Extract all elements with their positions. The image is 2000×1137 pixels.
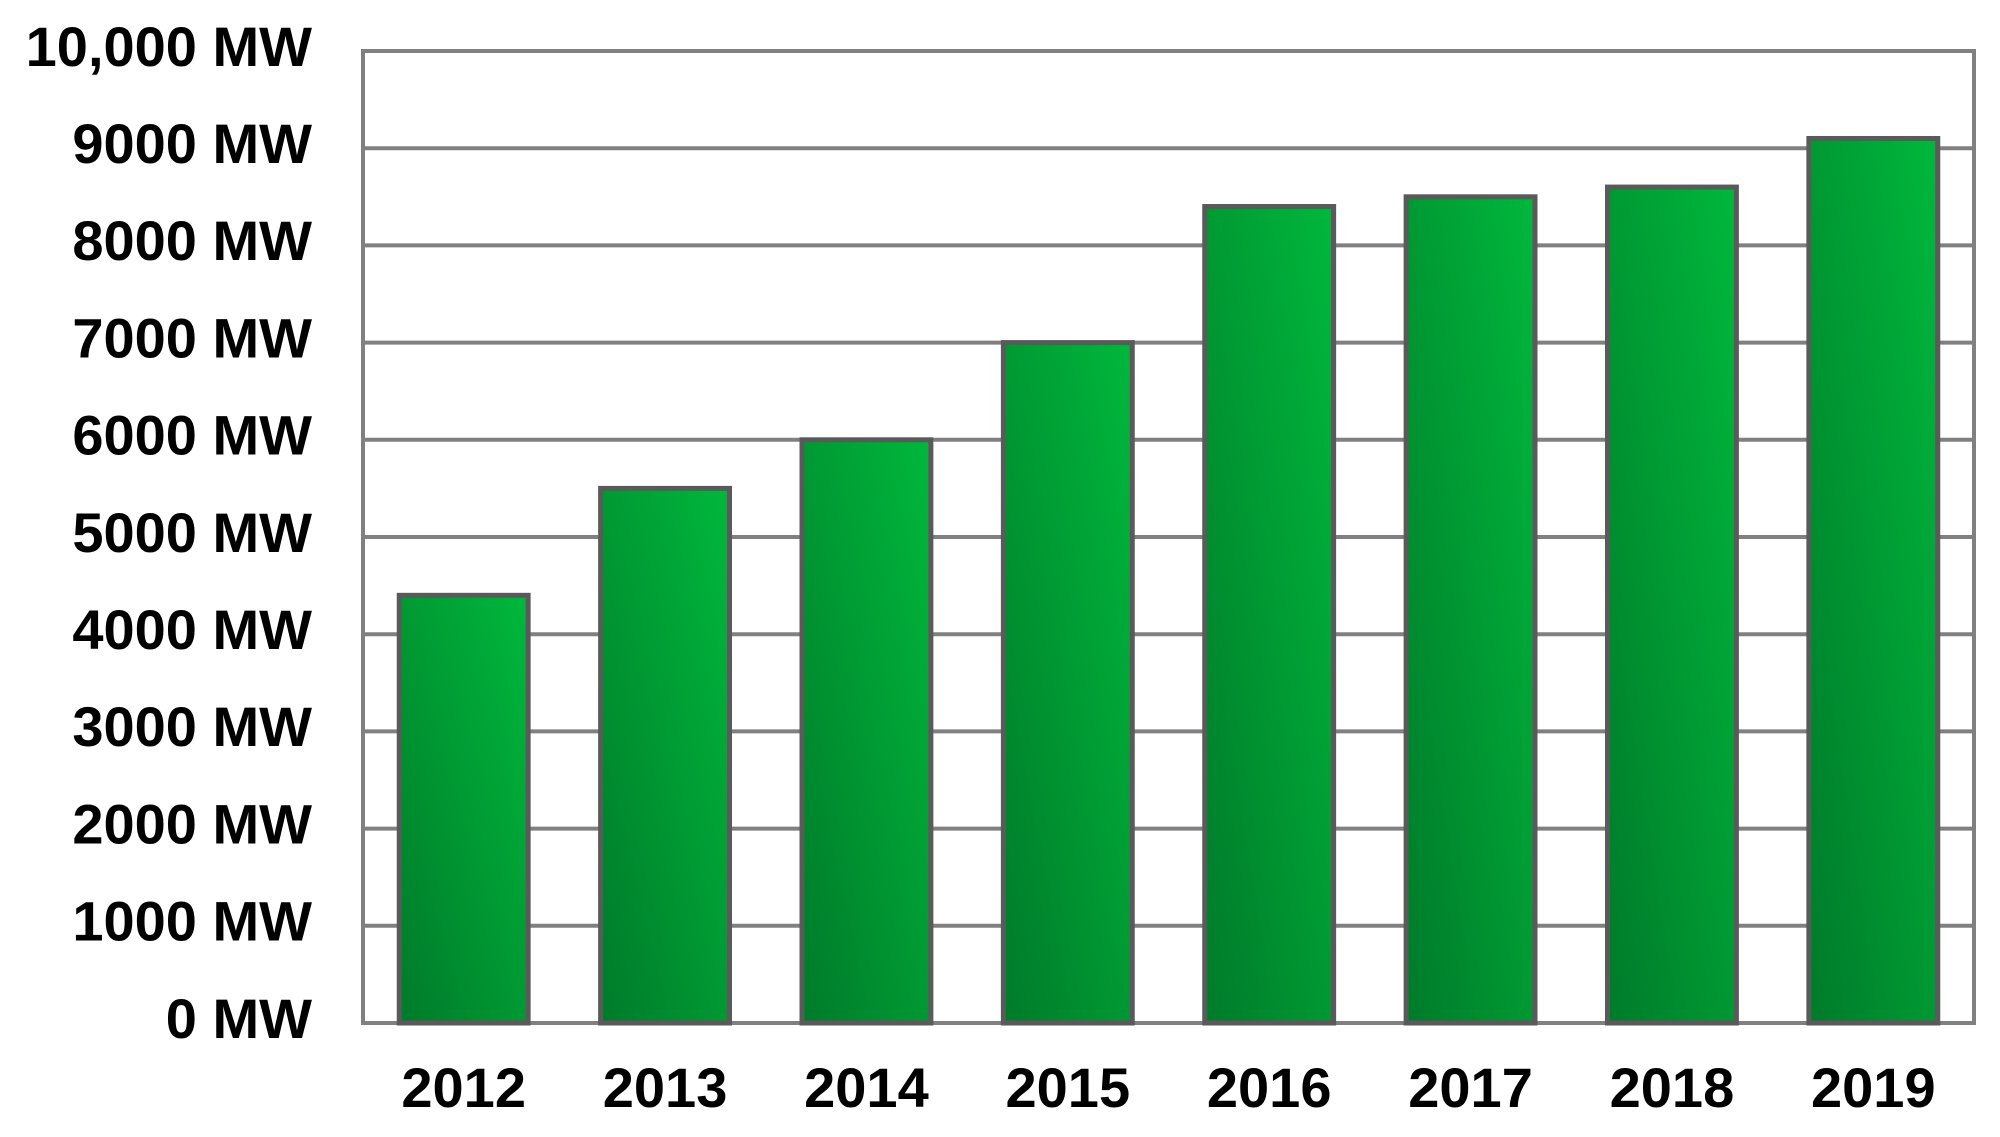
bar xyxy=(1604,184,1739,1026)
bar xyxy=(598,485,733,1026)
x-tick-label: 2014 xyxy=(804,1056,929,1119)
y-tick-label: 7000 MW xyxy=(72,306,312,369)
bar xyxy=(396,592,531,1026)
y-tick-label: 0 MW xyxy=(166,987,312,1050)
y-tick-label: 1000 MW xyxy=(72,890,312,953)
y-tick-label: 10,000 MW xyxy=(26,15,312,78)
y-tick-label: 3000 MW xyxy=(72,695,312,758)
y-tick-label: 8000 MW xyxy=(72,209,312,272)
x-tick-label: 2017 xyxy=(1408,1056,1533,1119)
y-tick-label: 5000 MW xyxy=(72,501,312,564)
bar xyxy=(1202,204,1337,1026)
bar xyxy=(1403,194,1538,1026)
x-tick-label: 2012 xyxy=(401,1056,526,1119)
x-tick-label: 2013 xyxy=(603,1056,728,1119)
bar xyxy=(1806,135,1941,1026)
y-tick-label: 6000 MW xyxy=(72,404,312,467)
bar xyxy=(1000,340,1135,1026)
y-tick-label: 4000 MW xyxy=(72,598,312,661)
x-tick-label: 2019 xyxy=(1811,1056,1936,1119)
x-tick-label: 2015 xyxy=(1006,1056,1131,1119)
y-tick-label: 9000 MW xyxy=(72,112,312,175)
x-tick-label: 2018 xyxy=(1610,1056,1735,1119)
bar xyxy=(799,437,934,1026)
x-tick-label: 2016 xyxy=(1207,1056,1332,1119)
y-tick-label: 2000 MW xyxy=(72,792,312,855)
